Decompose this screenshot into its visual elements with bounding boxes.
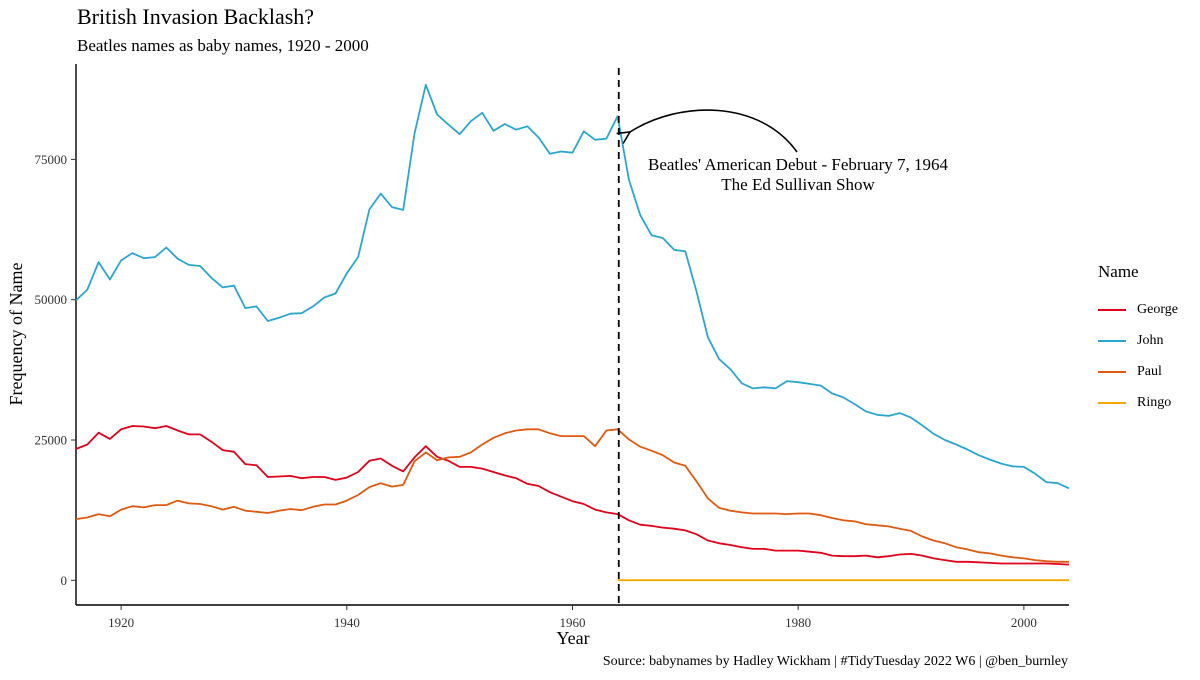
x-tick-label: 1940 bbox=[334, 615, 360, 630]
y-axis-title: Frequency of Name bbox=[6, 263, 26, 406]
y-tick-label: 0 bbox=[61, 573, 68, 588]
legend-swatch bbox=[1098, 339, 1126, 342]
source-caption: Source: babynames by Hadley Wickham | #T… bbox=[602, 654, 1068, 669]
legend-label: Paul bbox=[1137, 363, 1162, 379]
y-tick-label: 50000 bbox=[35, 292, 68, 307]
legend-label: George bbox=[1137, 301, 1178, 317]
annotation-line-1: Beatles' American Debut - February 7, 19… bbox=[648, 155, 949, 174]
legend-label: John bbox=[1137, 332, 1164, 348]
axes bbox=[75, 64, 1069, 606]
legend-item-john: John bbox=[1098, 325, 1178, 356]
legend-swatch bbox=[1098, 308, 1126, 311]
x-tick-label: 1920 bbox=[108, 615, 134, 630]
series-line-george bbox=[75, 425, 1070, 566]
legend-items: George John Paul Ringo bbox=[1098, 294, 1178, 418]
x-axis-title: Year bbox=[556, 628, 589, 648]
chart-subtitle: Beatles names as baby names, 1920 - 2000 bbox=[77, 36, 369, 55]
legend-item-george: George bbox=[1098, 294, 1178, 325]
legend-label: Ringo bbox=[1137, 394, 1172, 410]
legend: Name George John Paul Ringo bbox=[1098, 262, 1178, 418]
x-tick-label: 2000 bbox=[1011, 615, 1037, 630]
legend-swatch bbox=[1098, 370, 1126, 373]
annotation-arrow bbox=[630, 109, 798, 153]
legend-item-ringo: Ringo bbox=[1098, 387, 1178, 418]
x-tick-label: 1960 bbox=[560, 615, 586, 630]
y-tick-label: 75000 bbox=[35, 152, 68, 167]
legend-swatch bbox=[1098, 401, 1126, 404]
series-line-paul bbox=[75, 428, 1069, 563]
legend-title: Name bbox=[1098, 262, 1139, 281]
x-tick-label: 1980 bbox=[785, 615, 811, 630]
annotation-line-2: The Ed Sullivan Show bbox=[721, 175, 875, 194]
chart-title: British Invasion Backlash? bbox=[77, 4, 315, 29]
legend-item-paul: Paul bbox=[1098, 356, 1178, 387]
y-tick-label: 25000 bbox=[35, 433, 68, 448]
series-line-john bbox=[75, 83, 1070, 490]
